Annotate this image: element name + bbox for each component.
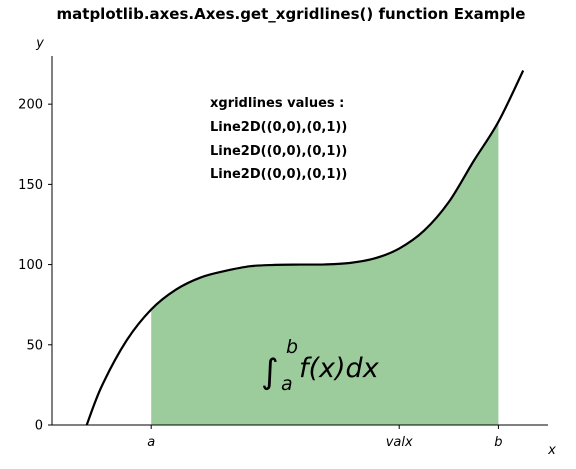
annotation-line-3: Line2D((0,0),(0,1)) bbox=[210, 144, 347, 159]
y-tick-label: 50 bbox=[26, 338, 43, 353]
integral-upper-limit: b bbox=[286, 336, 298, 358]
x-ticks: a valx b bbox=[147, 425, 503, 450]
x-tick-label: a bbox=[147, 435, 155, 450]
series-line-curve bbox=[85, 70, 525, 426]
integral-sign: ∫ bbox=[261, 352, 279, 392]
y-tick-label: 100 bbox=[18, 258, 43, 273]
chart-title: matplotlib.axes.Axes.get_xgridlines() fu… bbox=[57, 5, 526, 23]
y-tick-label: 150 bbox=[18, 178, 43, 193]
annotation-line-1: xgridlines values : bbox=[210, 96, 344, 111]
integral-fill-area bbox=[151, 121, 499, 425]
integral-body: f(x)dx bbox=[299, 353, 380, 384]
y-ticks: 0 50 100 150 200 bbox=[18, 98, 52, 434]
xgridlines-annotation: xgridlines values : Line2D((0,0),(0,1)) … bbox=[210, 96, 347, 182]
integral-annotation: ∫ b a f(x)dx bbox=[261, 336, 380, 395]
x-tick-label: b bbox=[494, 435, 502, 450]
y-axis-label: y bbox=[35, 36, 44, 51]
y-tick-label: 0 bbox=[35, 419, 43, 434]
integral-lower-limit: a bbox=[281, 373, 293, 395]
annotation-line-2: Line2D((0,0),(0,1)) bbox=[210, 120, 347, 135]
x-axis-label: x bbox=[547, 443, 556, 458]
plot-area bbox=[85, 70, 525, 426]
axes bbox=[51, 56, 548, 426]
x-tick-label: valx bbox=[386, 435, 413, 450]
y-tick-label: 200 bbox=[18, 98, 43, 113]
annotation-line-4: Line2D((0,0),(0,1)) bbox=[210, 167, 347, 182]
